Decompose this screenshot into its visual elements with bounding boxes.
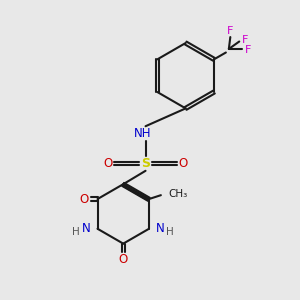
Text: H: H bbox=[166, 227, 174, 237]
Text: NH: NH bbox=[134, 127, 151, 140]
Text: H: H bbox=[72, 227, 80, 237]
Text: CH₃: CH₃ bbox=[168, 189, 188, 199]
Text: S: S bbox=[141, 157, 150, 170]
Text: F: F bbox=[227, 26, 233, 35]
Text: O: O bbox=[104, 157, 113, 170]
Text: F: F bbox=[242, 35, 248, 45]
Text: O: O bbox=[80, 193, 89, 206]
Text: O: O bbox=[118, 253, 128, 266]
Text: F: F bbox=[245, 45, 251, 56]
Text: N: N bbox=[82, 222, 91, 235]
Text: O: O bbox=[178, 157, 187, 170]
Text: N: N bbox=[156, 222, 165, 235]
